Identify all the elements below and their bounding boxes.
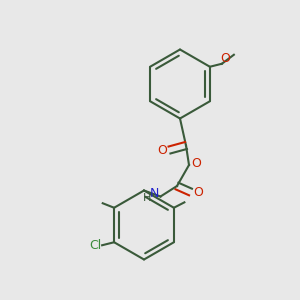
Text: O: O <box>193 185 203 199</box>
Text: O: O <box>157 143 167 157</box>
Text: N: N <box>150 187 159 200</box>
Text: O: O <box>192 157 201 170</box>
Text: H: H <box>143 193 151 203</box>
Text: O: O <box>220 52 230 65</box>
Text: Cl: Cl <box>89 239 102 252</box>
